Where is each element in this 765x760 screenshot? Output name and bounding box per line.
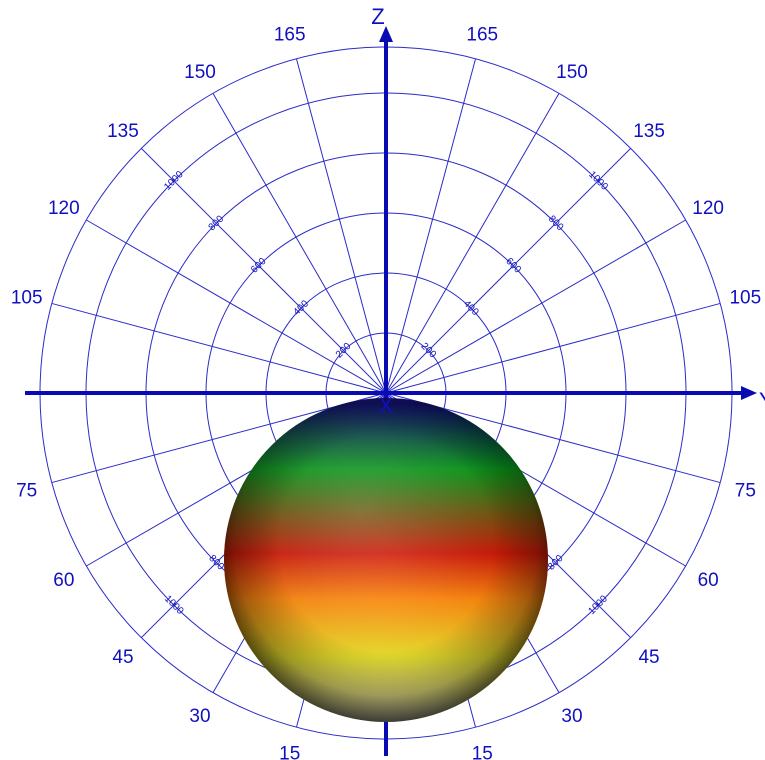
angle-label: 15	[472, 743, 493, 760]
angle-label: 105	[11, 288, 43, 309]
angle-label: 135	[633, 121, 665, 142]
grid-ray	[385, 93, 560, 394]
angle-label: 165	[274, 25, 306, 46]
angle-label: 30	[189, 706, 210, 727]
angle-label: 75	[16, 480, 37, 501]
grid-ray	[385, 58, 477, 394]
angle-label: 150	[556, 62, 588, 83]
angle-label: 30	[561, 706, 582, 727]
x-axis-label: X	[379, 393, 394, 418]
angle-labels: 15 15 30 30 45 45 60 60 75 75 105 105 120 120 135 135 15…	[11, 25, 761, 760]
angle-label: 45	[112, 647, 133, 668]
grid-ray	[51, 302, 387, 394]
grid-ray	[86, 219, 387, 394]
sphere-shading	[224, 398, 548, 722]
y-axis-arrowhead	[741, 386, 757, 400]
z-axis-label: Z	[371, 4, 384, 29]
y-axis-label: Y	[759, 388, 765, 413]
angle-label: 15	[279, 743, 300, 760]
z-axis-arrowhead	[379, 26, 393, 42]
angle-label: 120	[692, 198, 724, 219]
angle-label: 45	[638, 647, 659, 668]
angle-label: 135	[107, 121, 139, 142]
angle-label: 165	[466, 25, 498, 46]
grid-ray	[140, 147, 387, 394]
angle-label: 60	[698, 570, 719, 591]
grid-ray	[385, 302, 721, 394]
grid-ray	[212, 93, 387, 394]
grid-ray	[385, 147, 632, 394]
angle-label: 75	[735, 480, 756, 501]
angle-label: 60	[53, 570, 74, 591]
angle-label: 105	[729, 288, 761, 309]
angle-label: 150	[184, 62, 216, 83]
grid-ray	[295, 58, 387, 394]
radiation-pattern-sphere	[224, 398, 548, 722]
angle-label: 120	[48, 198, 80, 219]
grid-ray	[385, 219, 686, 394]
